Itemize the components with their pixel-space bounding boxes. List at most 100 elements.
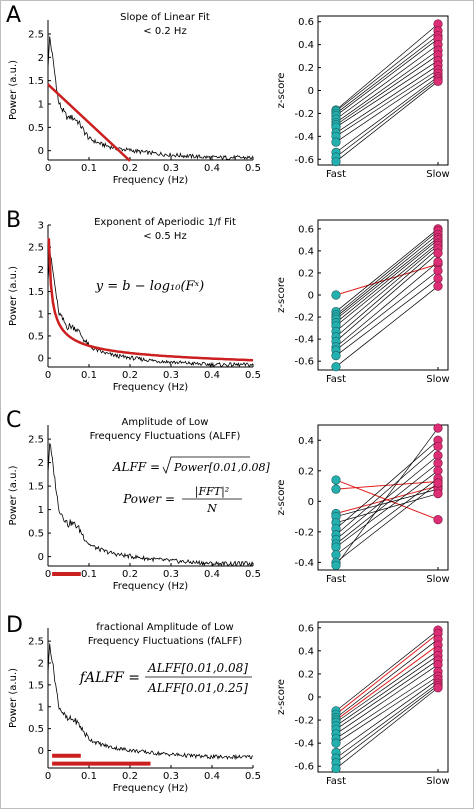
y-axis-label: z-score: [276, 480, 287, 516]
x-tick-label: 0: [45, 569, 51, 580]
category-label-slow: Slow: [426, 169, 449, 180]
pair-line: [335, 679, 439, 753]
pair-line: [335, 470, 439, 548]
y-tick-label: -0.4: [294, 132, 314, 143]
alff-formula-rhs: Power[0.01,0.08]: [173, 461, 271, 474]
x-tick-label: 0.3: [163, 569, 179, 580]
annotation-title: Frequency Fluctuations (ALFF): [90, 431, 241, 442]
falff-formula-numerator: ALFF[0.01,0.08]: [147, 661, 248, 675]
x-tick-label: 0: [45, 163, 51, 174]
fast-point: [331, 137, 341, 147]
y-tick-label: 2.5: [28, 243, 44, 254]
y-tick-label: 0: [308, 693, 314, 704]
y-tick-label: 3: [38, 221, 44, 232]
y-tick-label: -0.2: [294, 716, 314, 727]
y-tick-label: 0: [38, 746, 44, 757]
x-tick-label: 0.3: [163, 370, 179, 381]
slow-point: [433, 273, 443, 284]
pair-line: [335, 248, 439, 338]
pair-line: [335, 427, 439, 566]
pair-line: [335, 44, 439, 120]
pair-line: [335, 228, 439, 312]
panel-c: C 0 0.1 0.2 0.3 0.4 0.5 0 0.5 1 1.5 2 2.5 Frequency (…: [6, 408, 450, 592]
y-tick-label: 0.2: [298, 63, 314, 74]
x-tick-label: 0.1: [81, 370, 97, 381]
slow-point: [433, 515, 443, 525]
x-tick-label: 0.2: [122, 370, 138, 381]
x-tick-label: 0.2: [122, 569, 138, 580]
y-tick-label: 1.5: [28, 680, 44, 691]
pair-line: [335, 462, 439, 545]
x-tick-label: 0.4: [204, 771, 220, 782]
pair-line: [335, 242, 439, 327]
panel-letter: B: [6, 208, 21, 233]
pair-line: [335, 64, 439, 134]
slow-point: [433, 266, 443, 276]
x-tick-label: 0.2: [122, 771, 138, 782]
y-tick-label: -0.6: [294, 762, 314, 773]
category-label-fast: Fast: [326, 574, 346, 585]
aperiodic-fit-line: [47, 238, 254, 362]
slow-point: [433, 423, 443, 433]
y-axis-label: Power (a.u.): [8, 60, 19, 120]
category-label-slow: Slow: [426, 574, 449, 585]
y-tick-label: -0.4: [294, 739, 314, 750]
x-tick-label: 0.1: [81, 163, 97, 174]
x-axis-label: Frequency (Hz): [113, 581, 189, 592]
x-tick-label: 0.5: [245, 569, 261, 580]
pair-line: [335, 69, 439, 137]
y-tick-label: 1: [38, 505, 44, 516]
y-tick-label: 0.4: [298, 40, 314, 51]
x-tick-label: 0.2: [122, 163, 138, 174]
x-tick-label: 0.5: [245, 771, 261, 782]
pair-line: [335, 439, 439, 530]
pair-line: [335, 664, 439, 735]
slow-point: [433, 441, 443, 451]
y-tick-label: 0.2: [298, 268, 314, 279]
pair-line: [335, 482, 439, 563]
sqrt-symbol: [162, 456, 250, 475]
y-tick-label: 2.5: [28, 435, 44, 446]
x-axis-label: Frequency (Hz): [113, 175, 189, 186]
fast-point: [331, 550, 341, 560]
power-spectrum-line: [47, 36, 254, 162]
panel-b: B 0 0.1 0.2 0.3 0.4 0.5 0 0.5 1 1.5 2 2.5 3 Frequency …: [6, 208, 450, 393]
y-tick-label: 0: [38, 354, 44, 365]
pair-line: [335, 455, 439, 540]
y-tick-label: -0.4: [294, 558, 314, 569]
pair-line: [335, 239, 439, 323]
slow-point: [433, 683, 443, 693]
pair-line: [335, 35, 439, 114]
y-tick-label: -0.6: [294, 357, 314, 368]
panel-letter: A: [6, 3, 21, 28]
fast-point: [331, 351, 341, 361]
annotation-title: < 0.2 Hz: [143, 26, 186, 37]
slow-point: [433, 76, 443, 86]
fast-point: [331, 156, 341, 167]
zscore-plot-frame: [317, 424, 449, 571]
x-tick-label: 0: [45, 771, 51, 782]
y-tick-label: 2: [38, 265, 44, 276]
y-tick-label: 0: [38, 146, 44, 157]
y-tick-label: 0: [308, 497, 314, 508]
category-label-slow: Slow: [426, 776, 449, 787]
fast-point: [331, 542, 341, 552]
pair-line: [335, 644, 439, 721]
pair-line: [335, 270, 439, 351]
x-tick-label: 0.5: [245, 370, 261, 381]
pair-line: [335, 50, 439, 123]
pair-line: [335, 76, 439, 153]
pair-line: [335, 485, 439, 515]
pair-line: [335, 23, 439, 111]
pair-line: [335, 263, 439, 296]
fast-point: [331, 362, 341, 372]
x-axis-label: Frequency (Hz): [113, 382, 189, 393]
x-tick-label: 0.1: [81, 771, 97, 782]
pair-line: [335, 639, 439, 719]
pair-line: [335, 38, 439, 116]
annotation-title: Exponent of Aperiodic 1/f Fit: [94, 217, 236, 228]
pair-line: [335, 478, 439, 556]
y-tick-label: -0.4: [294, 335, 314, 346]
pair-line: [335, 252, 439, 342]
y-tick-label: 0.2: [298, 466, 314, 477]
